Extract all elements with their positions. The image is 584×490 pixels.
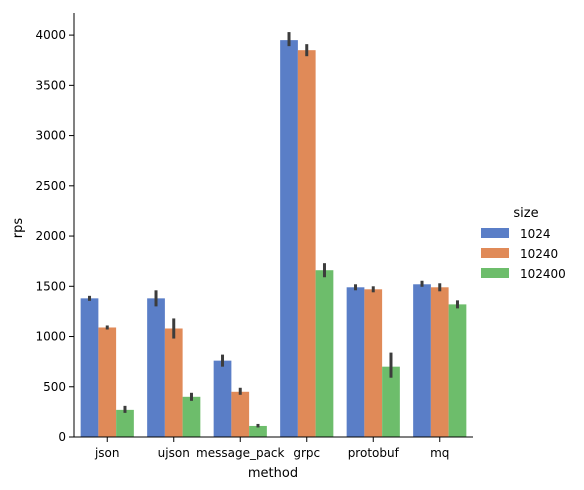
bar-json-102400: [116, 409, 134, 437]
x-tick-label: message_pack: [196, 446, 284, 460]
y-tick-label: 500: [43, 380, 66, 394]
x-axis-label: method: [248, 466, 298, 481]
x-tick-label: protobuf: [348, 446, 400, 460]
bar-protobuf-10240: [364, 289, 383, 437]
bar-ujson-1024: [147, 298, 165, 437]
legend-swatch-1024: [481, 228, 509, 238]
y-axis-label: rps: [11, 218, 26, 239]
y-tick-label: 4000: [35, 28, 66, 42]
y-tick-label: 3000: [35, 129, 66, 143]
legend-label-10240: 10240: [520, 247, 558, 261]
legend-label-1024: 1024: [520, 227, 551, 241]
bar-message_pack-1024: [213, 360, 232, 437]
y-tick-label: 2500: [35, 179, 66, 193]
y-tick-label: 3500: [35, 78, 66, 92]
x-tick-label: ujson: [158, 446, 190, 460]
y-tick-label: 0: [58, 430, 66, 444]
x-tick-label: json: [94, 446, 120, 460]
legend: size 1024 10240 102400: [481, 206, 566, 281]
bar-message_pack-10240: [231, 391, 250, 437]
bar-json-10240: [98, 327, 117, 437]
bar-mq-1024: [413, 284, 431, 437]
bar-protobuf-1024: [346, 287, 365, 437]
legend-swatch-102400: [481, 268, 509, 278]
y-tick-label: 1500: [35, 279, 66, 293]
bars-layer: [80, 40, 467, 437]
bar-protobuf-102400: [382, 366, 400, 437]
legend-swatch-10240: [481, 248, 509, 258]
x-ticks: json ujson message_pack grpc protobuf mq: [94, 437, 449, 460]
bar-ujson-10240: [164, 328, 183, 437]
legend-title: size: [513, 206, 538, 221]
bar-message_pack-102400: [249, 425, 267, 437]
bar-mq-102400: [448, 304, 467, 437]
bar-json-1024: [80, 298, 99, 437]
x-tick-label: mq: [430, 446, 449, 460]
legend-label-102400: 102400: [520, 267, 566, 281]
error-bars-layer: [88, 32, 459, 428]
bar-grpc-10240: [297, 50, 316, 437]
bar-mq-10240: [430, 287, 449, 437]
y-tick-label: 1000: [35, 330, 66, 344]
plot-area: 0 500 1000 1500 2000 2500 3000 3500 4000 json ujs…: [35, 13, 473, 460]
bar-ujson-102400: [182, 396, 201, 437]
bar-grpc-1024: [280, 40, 298, 437]
x-tick-label: grpc: [293, 446, 320, 460]
y-ticks: 0 500 1000 1500 2000 2500 3000 3500 4000: [35, 28, 74, 444]
bar-grpc-102400: [315, 270, 334, 437]
y-tick-label: 2000: [35, 229, 66, 243]
